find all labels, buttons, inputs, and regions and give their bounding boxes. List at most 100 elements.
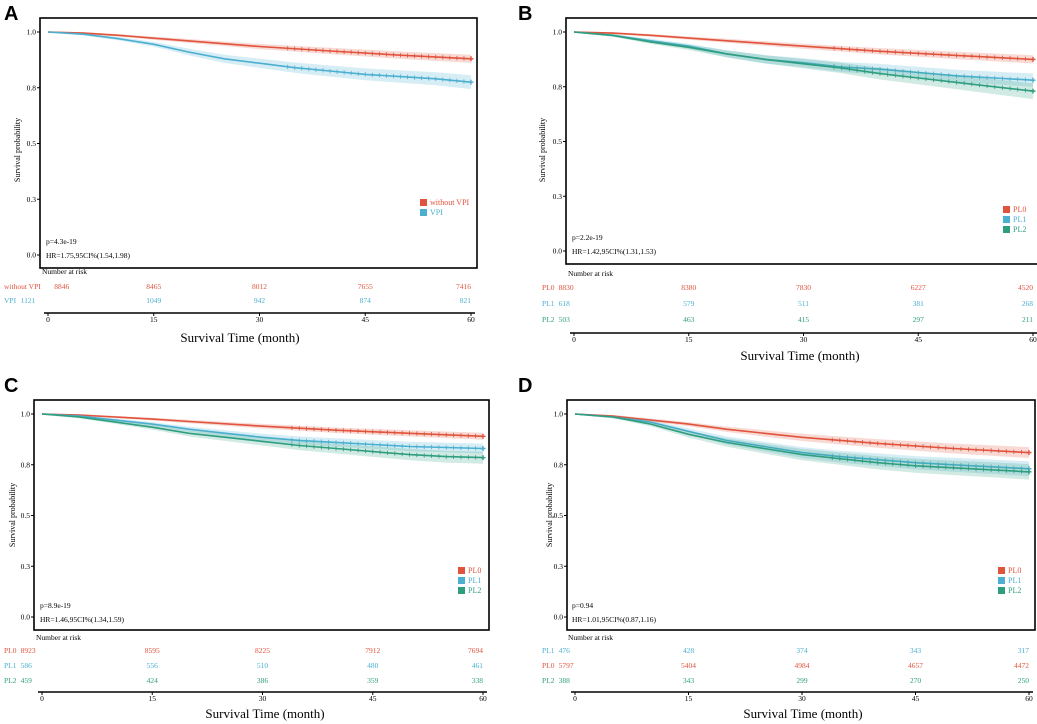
risk-value: 428 <box>683 646 695 655</box>
risk-value: 8846 <box>54 282 69 291</box>
x-axis-label: Survival Time (month) <box>740 348 859 363</box>
risk-value: 942 <box>254 296 266 305</box>
risk-row-label: VPI <box>4 296 17 305</box>
x-tick-label: 15 <box>149 694 157 703</box>
legend-swatch <box>420 209 427 216</box>
end-marker <box>480 446 486 452</box>
risk-table-title: Number at risk <box>36 633 81 642</box>
x-tick-label: 30 <box>798 694 806 703</box>
risk-value: 317 <box>1018 646 1030 655</box>
x-axis-label: Survival Time (month) <box>180 330 299 345</box>
y-tick-label: 1.0 <box>21 410 31 419</box>
y-tick-label: 0.0 <box>553 247 563 256</box>
legend-swatch <box>1003 206 1010 213</box>
risk-value: 388 <box>559 676 571 685</box>
risk-value: 510 <box>257 661 269 670</box>
legend-label: PL1 <box>1008 576 1021 585</box>
risk-value: 359 <box>367 676 379 685</box>
risk-value: 1049 <box>146 296 161 305</box>
risk-value: 6227 <box>911 283 926 292</box>
y-tick-label: 0.8 <box>553 82 563 91</box>
risk-value: 8225 <box>255 646 270 655</box>
risk-table-title: Number at risk <box>568 633 613 642</box>
x-tick-label: 30 <box>259 694 267 703</box>
x-tick-label: 0 <box>40 694 44 703</box>
risk-row-label: PL1 <box>542 299 555 308</box>
risk-value: 250 <box>1018 676 1030 685</box>
risk-value: 299 <box>796 676 808 685</box>
risk-value: 7830 <box>796 283 811 292</box>
end-marker <box>1030 88 1036 94</box>
end-marker <box>480 455 486 461</box>
risk-value: 211 <box>1022 315 1033 324</box>
legend-swatch <box>998 577 1005 584</box>
panel-letter: B <box>518 3 532 25</box>
x-tick-label: 60 <box>479 694 487 703</box>
legend-swatch <box>1003 216 1010 223</box>
risk-value: 4472 <box>1014 661 1029 670</box>
risk-value: 4657 <box>908 661 923 670</box>
x-axis-label: Survival Time (month) <box>743 706 862 721</box>
end-marker <box>468 56 474 62</box>
risk-value: 476 <box>559 646 571 655</box>
p-value: p=8.9e-19 <box>40 601 71 610</box>
risk-value: 8380 <box>681 283 696 292</box>
risk-table-title: Number at risk <box>568 269 613 278</box>
legend-swatch <box>998 567 1005 574</box>
risk-value: 579 <box>683 299 695 308</box>
y-tick-label: 0.0 <box>27 251 37 260</box>
y-axis-label: Survival probability <box>538 118 547 182</box>
y-tick-label: 0.8 <box>554 460 564 469</box>
x-tick-label: 60 <box>1025 694 1033 703</box>
x-tick-label: 60 <box>467 315 475 324</box>
y-axis-label: Survival probability <box>13 118 22 182</box>
hazard-ratio: HR=1.75,95CI%(1.54,1.98) <box>46 251 131 260</box>
risk-value: 586 <box>21 661 32 670</box>
risk-value: 461 <box>472 661 484 670</box>
end-marker <box>1030 77 1036 83</box>
risk-value: 480 <box>367 661 379 670</box>
risk-value: 268 <box>1022 299 1034 308</box>
legend-label: PL2 <box>468 586 481 595</box>
x-tick-label: 30 <box>256 315 264 324</box>
x-tick-label: 45 <box>362 315 370 324</box>
x-tick-label: 0 <box>46 315 50 324</box>
x-tick-label: 0 <box>572 335 576 344</box>
risk-row-label: PL2 <box>4 676 17 685</box>
risk-value: 343 <box>683 676 695 685</box>
survival-curve-pl0 <box>41 413 484 438</box>
risk-table-title: Number at risk <box>42 267 87 276</box>
risk-value: 297 <box>913 315 925 324</box>
y-tick-label: 0.5 <box>27 139 37 148</box>
risk-value: 424 <box>147 676 159 685</box>
legend-label: PL1 <box>1013 215 1026 224</box>
risk-value: 338 <box>472 676 484 685</box>
y-tick-label: 0.0 <box>554 613 564 622</box>
legend-swatch <box>458 577 465 584</box>
end-marker <box>468 79 474 85</box>
hazard-ratio: HR=1.42,95CI%(1.31,1.53) <box>572 247 657 256</box>
risk-value: 386 <box>257 676 269 685</box>
p-value: p=0.94 <box>572 601 593 610</box>
legend-swatch <box>998 587 1005 594</box>
ci-band-vpi <box>48 32 471 90</box>
risk-value: 874 <box>360 296 372 305</box>
risk-value: 8830 <box>559 283 574 292</box>
legend-label: PL1 <box>468 576 481 585</box>
x-axis-label: Survival Time (month) <box>205 706 324 721</box>
legend-swatch <box>458 587 465 594</box>
risk-row-label: PL1 <box>542 646 555 655</box>
risk-value: 8465 <box>146 282 161 291</box>
y-tick-label: 0.8 <box>21 460 31 469</box>
legend-swatch <box>420 199 427 206</box>
risk-value: 463 <box>683 315 695 324</box>
risk-row-label: PL0 <box>542 283 555 292</box>
y-tick-label: 1.0 <box>553 28 563 37</box>
y-tick-label: 0.8 <box>27 83 37 92</box>
risk-value: 343 <box>910 646 922 655</box>
risk-value: 5404 <box>681 661 696 670</box>
legend-label: PL0 <box>1008 566 1021 575</box>
survival-curve-pl0 <box>573 31 1034 61</box>
